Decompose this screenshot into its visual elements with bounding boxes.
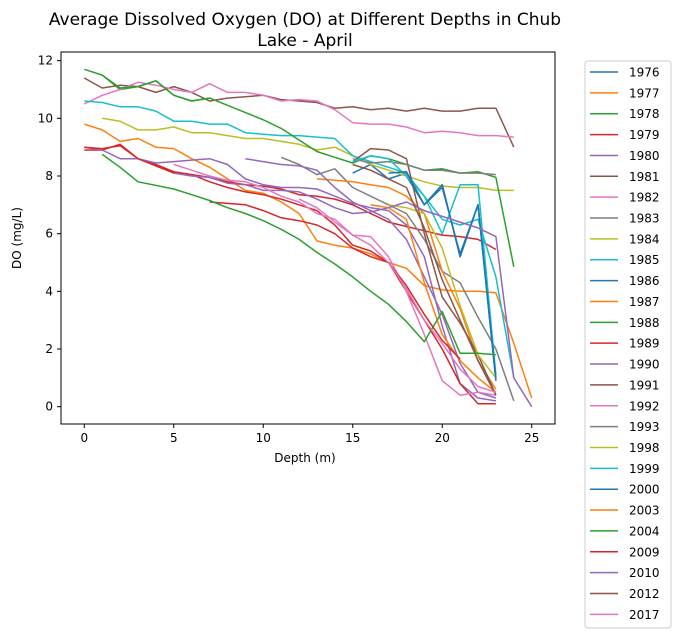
legend-label-1982: 1982 xyxy=(629,191,660,205)
legend-label-2004: 2004 xyxy=(629,524,660,538)
x-tick-label: 5 xyxy=(170,431,178,445)
legend-label-2017: 2017 xyxy=(629,608,660,622)
legend-label-1978: 1978 xyxy=(629,107,660,121)
plot-area-frame xyxy=(60,51,556,425)
legend-label-1988: 1988 xyxy=(629,316,660,330)
legend-label-1979: 1979 xyxy=(629,128,660,142)
series-group xyxy=(83,68,533,408)
y-tick-label: 12 xyxy=(38,54,53,68)
x-axis-ticks: 0 5 10 15 20 25 xyxy=(80,424,539,445)
chart-title: Average Dissolved Oxygen (DO) at Differe… xyxy=(49,10,561,51)
legend-label-2000: 2000 xyxy=(629,483,660,497)
legend-label-1977: 1977 xyxy=(629,86,660,100)
series-line-1987 xyxy=(316,178,497,390)
series-line-1978 xyxy=(84,68,210,102)
series-line-1999 xyxy=(352,155,497,376)
legend-label-1991: 1991 xyxy=(629,378,660,392)
legend-frame xyxy=(584,60,672,629)
series-line-1984 xyxy=(102,117,514,192)
series-line-1991 xyxy=(352,147,497,396)
legend: 1976 1977 1978 1979 1980 1981 1982 1983 1984 1985… xyxy=(584,60,672,629)
y-tick-label: 2 xyxy=(45,342,53,356)
legend-label-1993: 1993 xyxy=(629,420,660,434)
x-axis-label: Depth (m) xyxy=(274,451,335,465)
legend-label-1984: 1984 xyxy=(629,232,660,246)
series-line-2000 xyxy=(388,170,497,378)
legend-label-2012: 2012 xyxy=(629,587,660,601)
series-line-2012 xyxy=(352,163,497,396)
y-tick-label: 10 xyxy=(38,111,53,125)
series-line-1980 xyxy=(84,146,497,402)
y-tick-label: 0 xyxy=(45,400,53,414)
series-line-1993 xyxy=(352,157,496,176)
series-line-1989 xyxy=(209,201,496,405)
x-tick-label: 10 xyxy=(256,431,271,445)
legend-label-1983: 1983 xyxy=(629,212,660,226)
y-axis-label: DO (mg/L) xyxy=(10,207,24,269)
x-tick-label: 0 xyxy=(80,431,88,445)
legend-label-1981: 1981 xyxy=(629,170,660,184)
series-line-1982 xyxy=(83,81,514,138)
chart-title-line-2: Lake - April xyxy=(257,31,352,51)
x-tick-label: 15 xyxy=(345,431,360,445)
y-tick-label: 4 xyxy=(45,284,53,298)
legend-label-2009: 2009 xyxy=(629,545,660,559)
legend-label-1990: 1990 xyxy=(629,358,660,372)
legend-label-1989: 1989 xyxy=(629,337,660,351)
legend-label-1999: 1999 xyxy=(629,462,660,476)
series-line-1990 xyxy=(245,157,497,399)
series-line-1981 xyxy=(83,77,515,148)
series-line-1985 xyxy=(84,100,515,379)
legend-label-2003: 2003 xyxy=(629,504,660,518)
legend-label-1998: 1998 xyxy=(629,441,660,455)
legend-label-1985: 1985 xyxy=(629,253,660,267)
series-line-1988 xyxy=(101,74,515,267)
series-line-2010 xyxy=(173,172,533,408)
legend-label-1992: 1992 xyxy=(629,399,660,413)
series-line-1977 xyxy=(84,123,533,399)
series-line-2003 xyxy=(370,204,497,393)
x-tick-label: 20 xyxy=(435,431,450,445)
legend-label-1976: 1976 xyxy=(629,66,660,80)
legend-label-1980: 1980 xyxy=(629,149,660,163)
x-tick-label: 25 xyxy=(524,431,539,445)
legend-label-1987: 1987 xyxy=(629,295,660,309)
series-line-2009 xyxy=(84,144,461,360)
y-tick-label: 6 xyxy=(45,227,53,241)
legend-label-1986: 1986 xyxy=(629,274,660,288)
series-line-1998 xyxy=(388,204,497,379)
y-axis-ticks: 0 2 4 6 8 10 12 xyxy=(38,54,61,414)
legend-label-2010: 2010 xyxy=(629,566,660,580)
chart-title-line-1: Average Dissolved Oxygen (DO) at Differe… xyxy=(49,10,561,30)
series-line-2017 xyxy=(173,163,497,394)
y-tick-label: 8 xyxy=(45,169,53,183)
